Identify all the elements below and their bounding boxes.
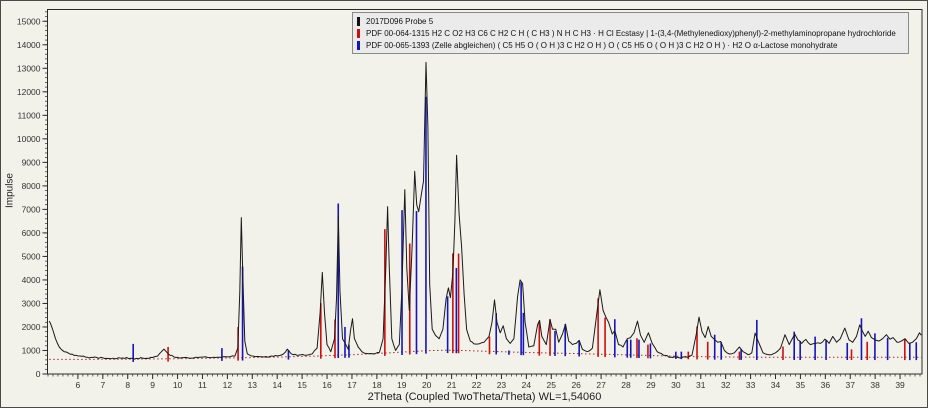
x-tick-label: 23 (497, 380, 507, 390)
x-tick-label: 22 (472, 380, 482, 390)
x-tick-label: 34 (771, 380, 781, 390)
x-tick-label: 12 (223, 380, 233, 390)
x-tick-label: 28 (621, 380, 631, 390)
x-tick-label: 30 (671, 380, 681, 390)
y-tick-label: 1000 (22, 345, 41, 355)
y-tick-label: 4000 (22, 275, 41, 285)
legend-item-sample: 2017D096 Probe 5 (357, 15, 905, 27)
x-axis: 6 7 8 9 10 11 12 13 14 15 16 17 18 19 20 21 22 23 24 25 26 27… (47, 374, 921, 390)
x-tick-label: 29 (646, 380, 656, 390)
legend-label: PDF 00-064-1315 H2 C O2 H3 C6 C H2 C H (… (366, 28, 896, 38)
x-tick-label: 32 (721, 380, 731, 390)
y-tick-label: 6000 (22, 228, 41, 238)
y-tick-label: 12000 (17, 87, 41, 97)
x-tick-label: 39 (895, 380, 905, 390)
red-stick-marker-icon (357, 28, 360, 38)
x-tick-label: 35 (796, 380, 806, 390)
y-tick-label: 0 (36, 369, 41, 379)
legend-label: 2017D096 Probe 5 (366, 16, 434, 26)
y-tick-label: 9000 (22, 157, 41, 167)
blue-stick-marker-icon (357, 40, 360, 50)
x-tick-label: 11 (198, 380, 207, 390)
legend-item-pdf-ecstasy: PDF 00-064-1315 H2 C O2 H3 C6 C H2 C H (… (357, 27, 905, 39)
legend-item-pdf-lactose: PDF 00-065-1393 (Zelle abgleichen) ( C5 … (357, 39, 905, 51)
x-tick-label: 20 (422, 380, 432, 390)
x-tick-label: 27 (596, 380, 606, 390)
legend-label: PDF 00-065-1393 (Zelle abgleichen) ( C5 … (366, 40, 838, 50)
legend: 2017D096 Probe 5 PDF 00-064-1315 H2 C O2… (352, 12, 909, 54)
x-tick-label: 19 (397, 380, 407, 390)
y-tick-label: 15000 (17, 16, 41, 26)
x-tick-label: 8 (125, 380, 130, 390)
y-tick-label: 14000 (17, 40, 41, 50)
y-axis: 0 1000 2000 3000 4000 5000 6000 7000 8000 9000 100… (17, 11, 48, 379)
y-tick-label: 13000 (17, 63, 41, 73)
sample-line-marker-icon (357, 16, 360, 26)
measured-trace (48, 61, 922, 360)
x-tick-label: 21 (447, 380, 457, 390)
x-tick-label: 37 (846, 380, 856, 390)
y-tick-label: 10000 (17, 134, 41, 144)
x-tick-label: 33 (746, 380, 756, 390)
x-tick-label: 13 (248, 380, 258, 390)
x-axis-title: 2Theta (Coupled TwoTheta/Theta) WL=1,540… (367, 391, 602, 403)
y-tick-label: 3000 (22, 298, 41, 308)
x-tick-label: 31 (696, 380, 706, 390)
x-tick-label: 7 (100, 380, 105, 390)
x-tick-label: 38 (870, 380, 880, 390)
plot-border (47, 9, 923, 375)
x-tick-label: 26 (571, 380, 581, 390)
x-tick-label: 15 (297, 380, 307, 390)
x-tick-label: 18 (372, 380, 382, 390)
background-curve (49, 349, 922, 360)
y-tick-label: 5000 (22, 251, 41, 261)
x-tick-label: 16 (322, 380, 332, 390)
x-tick-label: 17 (347, 380, 357, 390)
y-tick-label: 11000 (17, 110, 40, 120)
y-tick-label: 2000 (22, 322, 41, 332)
y-tick-label: 8000 (22, 181, 41, 191)
x-tick-label: 25 (547, 380, 557, 390)
y-tick-label: 7000 (22, 204, 41, 214)
x-tick-label: 24 (522, 380, 532, 390)
x-tick-label: 9 (150, 380, 155, 390)
x-tick-label: 36 (821, 380, 831, 390)
y-axis-title: Impulse (4, 173, 16, 209)
x-tick-label: 14 (272, 380, 282, 390)
x-tick-label: 6 (76, 380, 81, 390)
x-tick-label: 10 (173, 380, 183, 390)
